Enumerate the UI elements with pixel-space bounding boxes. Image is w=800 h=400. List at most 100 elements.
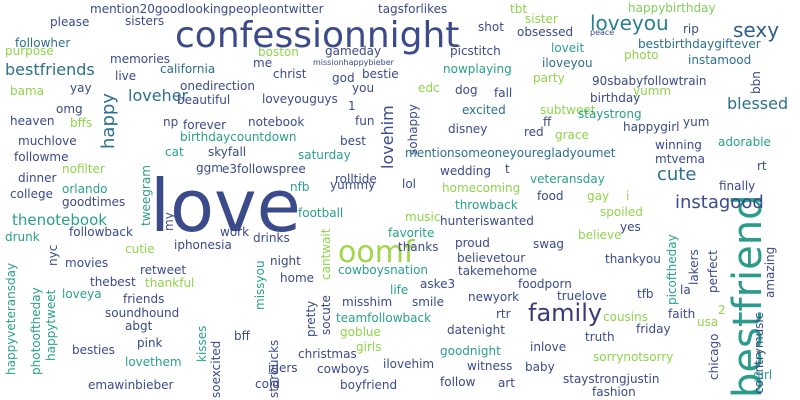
word-spoiled: spoiled: [600, 205, 643, 219]
word-t: t: [505, 162, 510, 176]
word-goodtimes: goodtimes: [62, 195, 126, 209]
word-dinner: dinner: [18, 171, 57, 185]
word-my: my: [162, 212, 176, 232]
word-life: life: [390, 283, 409, 297]
word-lovehim: lovehim: [378, 105, 397, 170]
word-beautiful: beautiful: [177, 93, 231, 107]
word-fall: fall: [494, 86, 513, 100]
word-party: party: [533, 71, 565, 85]
word-music: music: [405, 210, 441, 224]
word-sexy: sexy: [733, 18, 780, 42]
word-family: family: [528, 299, 603, 327]
word-lovethem: lovethem: [125, 355, 182, 369]
word-takemehome: takemehome: [458, 264, 538, 278]
word-believetour: believetour: [457, 251, 526, 265]
word-soundhound: soundhound: [105, 306, 180, 320]
word-birthday: birthday: [590, 91, 641, 105]
word-girl: girl: [753, 368, 773, 382]
word-onedirection: onedirection: [180, 79, 255, 93]
word-bffs: bffs: [70, 116, 93, 130]
word-nowplaying: nowplaying: [443, 62, 512, 76]
word-inlove: inlove: [530, 340, 567, 354]
word-drunk: drunk: [5, 230, 40, 244]
word-mtvema: mtvema: [655, 152, 705, 166]
word-tfb: tfb: [637, 287, 654, 301]
word-cold: cold: [255, 377, 280, 391]
word-nofilter: nofilter: [62, 162, 105, 176]
word-retweet: retweet: [140, 263, 187, 277]
word-datenight: datenight: [447, 323, 505, 337]
word-truelove: truelove: [557, 289, 607, 303]
word-disney: disney: [448, 122, 488, 136]
word-fashion: fashion: [592, 385, 636, 399]
word-oomf: oomf: [338, 235, 415, 270]
word-god: god: [332, 71, 355, 85]
word-photooftheday: photooftheday: [29, 286, 43, 375]
word-love: love: [150, 164, 301, 248]
word-bama: bama: [10, 84, 45, 98]
word-heaven: heaven: [10, 114, 55, 128]
word-la: la: [680, 283, 691, 297]
word-thenotebook: thenotebook: [12, 211, 107, 229]
word-besties: besties: [72, 343, 115, 357]
word-90sbabyfollowtrain: 90sbabyfollowtrain: [592, 74, 707, 88]
word-smile: smile: [412, 295, 444, 309]
word-swag: swag: [533, 237, 565, 251]
word-friends: friends: [123, 292, 165, 306]
word-sorrynotsorry: sorrynotsorry: [593, 350, 674, 364]
word-omg: omg: [56, 102, 83, 116]
word-sisters: sisters: [125, 14, 165, 28]
word-aske3: aske3: [420, 277, 456, 291]
word-happy: happy: [98, 93, 119, 149]
word-loveyou: loveyou: [590, 11, 669, 35]
word-lol: lol: [402, 177, 417, 191]
word-tweegram: tweegram: [139, 164, 153, 226]
word-follow: follow: [440, 375, 476, 389]
word-faith: faith: [668, 307, 696, 321]
word-grace: grace: [555, 128, 589, 142]
word-proud: proud: [455, 236, 490, 250]
word-pretty: pretty: [304, 301, 318, 338]
word-blessed: blessed: [727, 94, 789, 113]
word-night: night: [270, 254, 301, 268]
word-purpose: purpose: [5, 44, 54, 58]
word-live: live: [115, 69, 137, 83]
word-emawinbieber: emawinbieber: [88, 378, 174, 392]
word-staystrong: staystrong: [578, 107, 642, 121]
word-socute: socute: [319, 295, 333, 336]
word-yum: yum: [683, 115, 710, 129]
word-football: football: [298, 206, 344, 220]
word-countrymusic: countrymusic: [752, 313, 766, 395]
word-i: i: [626, 189, 630, 203]
word-christmas: christmas: [298, 347, 357, 361]
word-fun: fun: [355, 114, 375, 128]
word-2: 2: [718, 303, 726, 317]
word-loveya: loveya: [62, 287, 102, 301]
word-loveyouguys: loveyouguys: [262, 92, 338, 106]
word-newyork: newyork: [468, 290, 520, 304]
word-staystrongjustin: staystrongjustin: [563, 372, 660, 386]
word-throwback: throwback: [455, 198, 518, 212]
word-skyfall: skyfall: [208, 145, 247, 159]
word-boyfriend: boyfriend: [340, 378, 398, 392]
word-yumm: yumm: [633, 84, 672, 98]
word-soexcited: soexcited: [209, 340, 223, 398]
word-thankyou: thankyou: [605, 252, 661, 266]
word-red: red: [524, 125, 544, 139]
word-kisses: kisses: [195, 325, 209, 363]
word-veteransday: veteransday: [530, 172, 605, 186]
word-nyc: nyc: [46, 244, 60, 266]
word-please: please: [50, 15, 90, 29]
word-shot: shot: [478, 20, 504, 34]
word-gay: gay: [587, 189, 610, 203]
word-thebest: thebest: [90, 275, 136, 289]
word-e3followspree: e3followspree: [222, 162, 306, 176]
word-happytweet: happytweet: [44, 289, 58, 361]
word-iloveyou: iloveyou: [542, 56, 593, 70]
word-cute: cute: [657, 164, 697, 185]
word-memories: memories: [110, 52, 171, 66]
word-np: np: [163, 115, 179, 129]
word-missionhappybieber: missionhappybieber: [313, 58, 394, 67]
word-winning: winning: [655, 138, 702, 152]
word-finally: finally: [719, 179, 756, 193]
